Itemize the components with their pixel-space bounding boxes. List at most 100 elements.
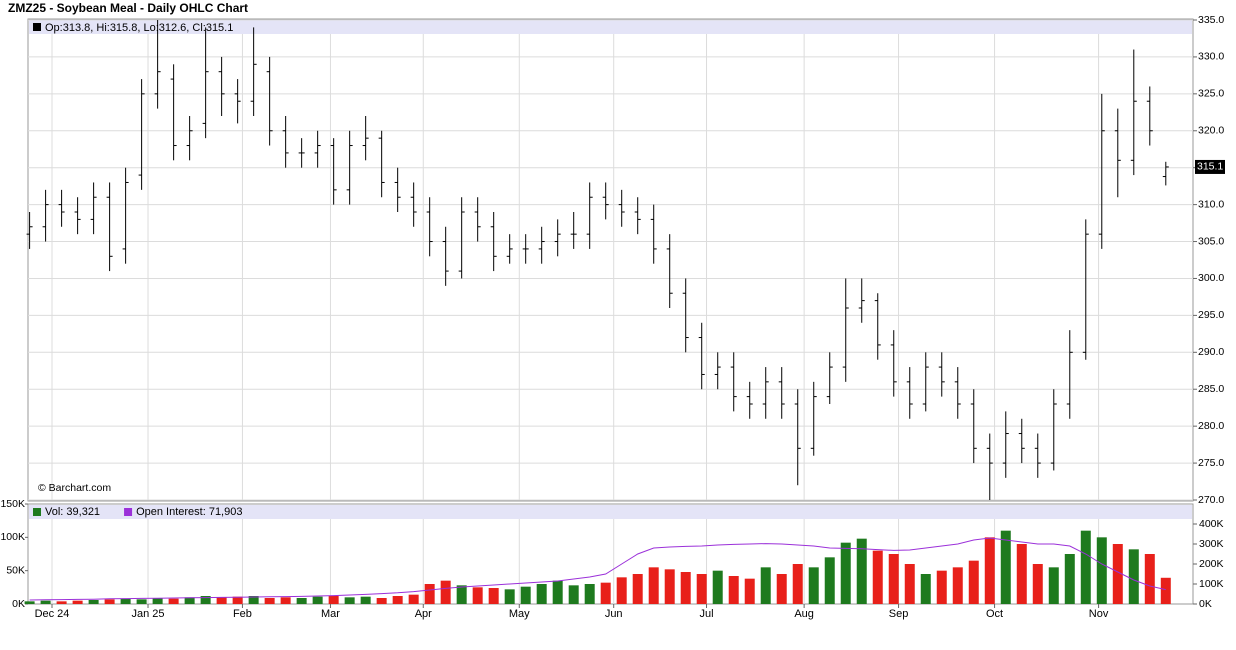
volume-bar [824, 557, 835, 604]
volume-bar [200, 596, 211, 604]
volume-bar [776, 574, 787, 604]
volume-bar [680, 572, 691, 604]
volume-bar [312, 596, 323, 604]
volume-bar [104, 599, 115, 604]
legend-swatch [33, 508, 41, 516]
volume-bar [24, 601, 35, 604]
volume-bar [904, 564, 915, 604]
volume-bar [1160, 577, 1171, 604]
y-tick-label: 310.0 [1198, 198, 1224, 210]
y2-tick-label: 300K [1199, 538, 1224, 550]
volume-band [29, 505, 1192, 519]
y-tick-label: 50K [6, 564, 25, 576]
volume-bar [504, 589, 515, 604]
y-tick-label: 295.0 [1198, 309, 1224, 321]
y-tick-label: 300.0 [1198, 272, 1224, 284]
volume-bar [840, 542, 851, 604]
volume-bar [552, 580, 563, 604]
info-label: Op:313.8, Hi:315.8, Lo:312.6, Cl:315.1 [45, 22, 233, 34]
x-tick-label: Oct [986, 608, 1003, 620]
y-tick-label: 325.0 [1198, 88, 1224, 100]
volume-bar [872, 550, 883, 604]
volume-bar [664, 569, 675, 604]
x-tick-label: Jul [699, 608, 713, 620]
volume-bar [88, 600, 99, 604]
volume-bar [152, 598, 163, 604]
volume-bar [456, 585, 467, 604]
info-swatch [33, 23, 41, 31]
volume-bar [248, 596, 259, 604]
volume-bar [632, 574, 643, 604]
x-tick-label: Apr [415, 608, 432, 620]
volume-bar [760, 567, 771, 604]
volume-bar [952, 567, 963, 604]
volume-bar [888, 554, 899, 604]
info-band [29, 20, 1192, 34]
volume-bar [1048, 567, 1059, 604]
x-tick-label: May [509, 608, 530, 620]
volume-bar [1112, 544, 1123, 604]
y-tick-label: 330.0 [1198, 51, 1224, 63]
volume-bar [968, 560, 979, 604]
y-tick-label: 320.0 [1198, 125, 1224, 137]
chart-title: ZMZ25 - Soybean Meal - Daily OHLC Chart [8, 1, 248, 15]
volume-bar [536, 584, 547, 604]
y2-tick-label: 200K [1199, 558, 1224, 570]
volume-bar [1016, 544, 1027, 604]
y2-tick-label: 400K [1199, 518, 1224, 530]
volume-bar [40, 600, 51, 604]
volume-bar [792, 564, 803, 604]
x-tick-label: Jan 25 [132, 608, 165, 620]
volume-bar [264, 598, 275, 604]
volume-bar [360, 596, 371, 604]
y-tick-label: 0K [12, 598, 25, 610]
volume-bar [1096, 537, 1107, 604]
y-tick-label: 270.0 [1198, 494, 1224, 506]
volume-bar [936, 570, 947, 604]
y-tick-label: 285.0 [1198, 383, 1224, 395]
volume-bar [440, 580, 451, 604]
volume-bar [808, 567, 819, 604]
volume-bar [392, 596, 403, 604]
volume-bar [136, 599, 147, 604]
volume-bar [1144, 554, 1155, 604]
price-panel [27, 18, 1194, 502]
y2-tick-label: 100K [1199, 578, 1224, 590]
volume-bar [1000, 530, 1011, 604]
volume-bar [216, 597, 227, 604]
legend-swatch [124, 508, 133, 516]
y-tick-label: 100K [0, 531, 25, 543]
y2-tick-label: 0K [1199, 598, 1212, 610]
volume-bar [984, 537, 995, 604]
volume-bar [696, 574, 707, 604]
volume-bar [584, 584, 595, 604]
volume-bar [568, 585, 579, 604]
x-tick-label: Mar [321, 608, 340, 620]
x-tick-label: Aug [794, 608, 814, 620]
volume-bar [648, 567, 659, 604]
volume-bar [184, 597, 195, 604]
x-tick-label: Nov [1089, 608, 1109, 620]
volume-bar [120, 598, 131, 604]
volume-bar [296, 598, 307, 604]
volume-bar [328, 596, 339, 604]
volume-bar [728, 576, 739, 604]
watermark: © Barchart.com [38, 482, 111, 494]
volume-bar [920, 574, 931, 604]
x-tick-label: Jun [605, 608, 623, 620]
last-price-label: 315.1 [1197, 161, 1223, 173]
volume-bar [616, 577, 627, 604]
y-tick-label: 335.0 [1198, 14, 1224, 26]
volume-bar [1064, 554, 1075, 604]
last-price-tag [1195, 159, 1225, 174]
x-tick-label: Dec 24 [35, 608, 70, 620]
volume-bar [1080, 530, 1091, 604]
grid-layer [28, 19, 1193, 604]
volume-bar [280, 597, 291, 604]
volume-bar [744, 578, 755, 604]
legend-label: Open Interest: 71,903 [136, 506, 242, 518]
volume-bar [72, 600, 83, 604]
legend-label: Vol: 39,321 [45, 506, 100, 518]
volume-bar [712, 570, 723, 604]
